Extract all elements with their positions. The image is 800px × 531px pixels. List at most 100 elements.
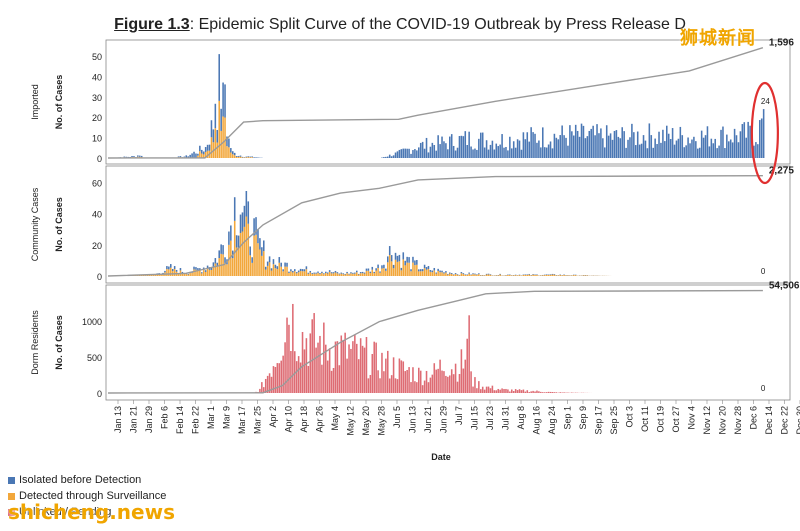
bar-surveillance bbox=[183, 273, 186, 276]
bar-surveillance bbox=[193, 269, 195, 276]
bar-surveillance bbox=[371, 269, 374, 276]
bar-dorm bbox=[259, 388, 261, 393]
bar-dorm bbox=[294, 351, 296, 393]
bar-isolated bbox=[619, 138, 622, 158]
bar-surveillance bbox=[481, 275, 484, 276]
bar-isolated bbox=[323, 273, 325, 275]
bar-surveillance bbox=[476, 274, 478, 276]
bar-surveillance bbox=[197, 270, 199, 276]
bar-isolated bbox=[435, 272, 437, 274]
bar-isolated bbox=[272, 259, 275, 265]
bar-dorm bbox=[392, 357, 395, 393]
bar-isolated bbox=[478, 273, 480, 275]
bar-isolated bbox=[303, 269, 306, 272]
bar-surveillance bbox=[404, 265, 406, 276]
bar-surveillance bbox=[573, 275, 575, 276]
bar-isolated bbox=[609, 133, 612, 158]
bar-isolated bbox=[208, 144, 211, 151]
bar-dorm bbox=[354, 334, 356, 393]
bar-surveillance bbox=[421, 271, 424, 276]
bar-dorm bbox=[365, 337, 368, 393]
bar-surveillance bbox=[542, 275, 544, 276]
bar-isolated bbox=[301, 269, 304, 272]
bar-isolated bbox=[760, 118, 763, 158]
bar-isolated bbox=[675, 140, 678, 158]
bar-dorm bbox=[524, 391, 527, 393]
bar-isolated bbox=[512, 141, 515, 158]
bar-surveillance bbox=[356, 272, 358, 276]
bar-isolated bbox=[193, 266, 195, 270]
bar-dorm bbox=[419, 370, 422, 393]
bar-isolated bbox=[693, 136, 695, 158]
bar-surveillance bbox=[450, 273, 453, 276]
x-tick-label: Aug 8 bbox=[516, 406, 526, 430]
bar-dorm bbox=[404, 371, 406, 393]
bar-surveillance bbox=[540, 275, 542, 276]
bar-isolated bbox=[631, 123, 633, 158]
bar-dorm bbox=[373, 341, 375, 393]
bar-dorm bbox=[491, 385, 494, 393]
bar-surveillance bbox=[505, 275, 507, 276]
bar-dorm bbox=[441, 370, 443, 393]
bar-isolated bbox=[363, 272, 366, 274]
bar-isolated bbox=[418, 269, 420, 272]
bar-isolated bbox=[357, 273, 360, 275]
bar-surveillance bbox=[241, 231, 244, 276]
legend-swatch-unlinked bbox=[8, 508, 15, 516]
bar-surveillance bbox=[383, 268, 385, 276]
bar-dorm bbox=[443, 371, 445, 393]
bar-dorm bbox=[487, 386, 490, 393]
bar-dorm bbox=[542, 392, 544, 393]
x-tick-label: Sep 17 bbox=[594, 406, 604, 435]
bar-isolated bbox=[419, 142, 422, 158]
bar-isolated bbox=[611, 139, 614, 158]
bar-isolated bbox=[468, 272, 470, 274]
bar-isolated bbox=[418, 147, 420, 158]
bar-isolated bbox=[350, 272, 352, 274]
bar-surveillance bbox=[257, 243, 259, 276]
bar-dorm bbox=[421, 385, 424, 393]
bar-isolated bbox=[224, 84, 226, 118]
bar-surveillance bbox=[427, 269, 430, 276]
bar-isolated bbox=[305, 266, 308, 270]
x-tick-label: Jul 15 bbox=[470, 406, 480, 430]
bar-isolated bbox=[700, 130, 703, 158]
bar-isolated bbox=[536, 142, 538, 158]
bar-surveillance bbox=[518, 275, 521, 276]
bar-isolated bbox=[228, 231, 230, 245]
bar-surveillance bbox=[214, 128, 217, 158]
bar-isolated bbox=[276, 266, 279, 270]
bar-surveillance bbox=[264, 269, 267, 276]
bar-surveillance bbox=[344, 274, 346, 276]
bar-dorm bbox=[528, 392, 530, 393]
bar-isolated bbox=[664, 141, 666, 158]
bar-dorm bbox=[313, 313, 315, 393]
last-day-label: 0 bbox=[761, 267, 766, 276]
bar-surveillance bbox=[352, 273, 354, 276]
bar-isolated bbox=[509, 136, 511, 158]
bar-isolated bbox=[528, 273, 530, 275]
bar-isolated bbox=[181, 271, 184, 274]
bar-surveillance bbox=[237, 247, 240, 276]
x-tick-label: Jan 13 bbox=[113, 406, 123, 433]
bar-isolated bbox=[274, 264, 277, 269]
bar-isolated bbox=[168, 266, 170, 270]
bar-isolated bbox=[561, 125, 563, 158]
bar-dorm bbox=[536, 390, 538, 393]
bar-surveillance bbox=[406, 262, 408, 276]
bar-isolated bbox=[230, 148, 232, 153]
bar-surveillance bbox=[379, 272, 381, 276]
bar-surveillance bbox=[313, 273, 315, 276]
bar-dorm bbox=[516, 390, 519, 393]
bar-surveillance bbox=[334, 272, 337, 276]
bar-isolated bbox=[251, 156, 253, 158]
bar-isolated bbox=[410, 269, 412, 272]
bar-isolated bbox=[563, 135, 565, 158]
bar-surveillance bbox=[400, 270, 403, 276]
bar-surveillance bbox=[202, 270, 205, 276]
panel-ylabel: No. of Cases bbox=[54, 75, 64, 130]
x-tick-label: Nov 12 bbox=[702, 406, 712, 435]
watermark-bottom: shicheng.news bbox=[8, 500, 175, 524]
bar-isolated bbox=[716, 148, 718, 158]
bar-isolated bbox=[406, 148, 408, 158]
